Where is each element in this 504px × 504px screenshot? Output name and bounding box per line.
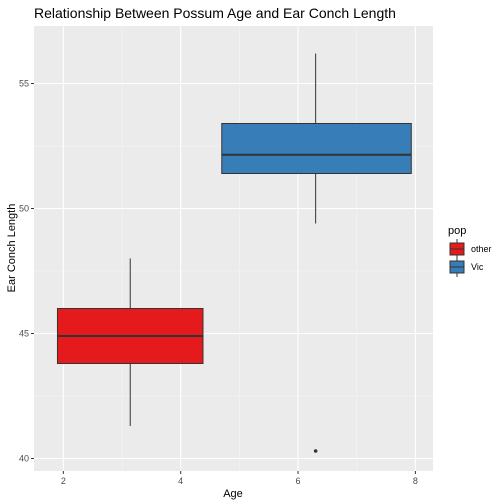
legend-item-other: other <box>449 239 492 259</box>
x-axis-title: Age <box>223 488 243 500</box>
x-tick-label: 4 <box>178 476 183 486</box>
legend-item-vic: Vic <box>449 257 484 277</box>
x-tick-label: 8 <box>413 476 418 486</box>
y-tick-label: 50 <box>19 204 29 214</box>
y-tick-label: 45 <box>19 329 29 339</box>
outlier-point <box>313 449 318 453</box>
legend-label: Vic <box>471 262 484 272</box>
y-tick-label: 40 <box>19 454 29 464</box>
x-tick-label: 2 <box>61 476 66 486</box>
y-axis: 40 45 50 55 <box>19 79 34 464</box>
box-iqr <box>221 123 412 174</box>
x-tick-label: 6 <box>296 476 301 486</box>
y-axis-title: Ear Conch Length <box>6 204 18 293</box>
legend: pop other Vic <box>448 225 492 277</box>
boxes <box>56 53 412 453</box>
box-other <box>56 258 204 426</box>
box-vic <box>221 53 412 453</box>
y-tick-label: 55 <box>19 79 29 89</box>
legend-title: pop <box>448 225 466 237</box>
chart-title: Relationship Between Possum Age and Ear … <box>34 5 396 21</box>
plot-panel <box>34 26 433 471</box>
x-axis: 2 4 6 8 <box>61 471 418 486</box>
legend-label: other <box>471 244 492 254</box>
